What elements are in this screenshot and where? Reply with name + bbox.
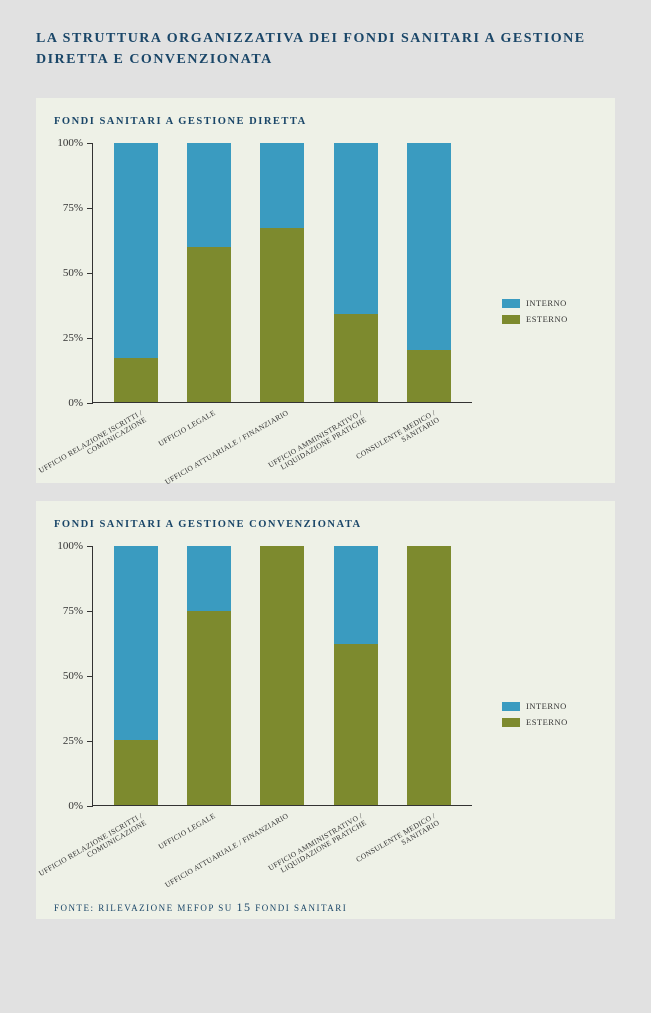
legend-interno-label: INTERNO [526,701,567,711]
bar-column: CONSULENTE MEDICO /SANITARIO [407,143,451,402]
bar-column: UFFICIO ATTUARIALE / FINANZIARIO [260,546,304,805]
bar-segment-interno [334,143,378,314]
source-note: FONTE: RILEVAZIONE MEFOP SU 15 FONDI SAN… [54,900,597,915]
y-tick-label: 100% [57,540,93,552]
main-title: LA STRUTTURA ORGANIZZATIVA DEI FONDI SAN… [36,28,615,70]
bar-segment-esterno [334,314,378,402]
chart1-plot: 0%25%50%75%100% UFFICIO RELAZIONE ISCRIT… [92,143,472,403]
bar-column: UFFICIO LEGALE [187,546,231,805]
chart1-legend: INTERNO ESTERNO [472,298,597,324]
legend-esterno: ESTERNO [502,314,597,324]
legend-esterno-swatch [502,315,520,324]
y-tick-label: 0% [68,800,93,812]
bar-column: CONSULENTE MEDICO /SANITARIO [407,546,451,805]
bar-segment-esterno [334,644,378,805]
source-suffix: FONDI SANITARI [252,903,348,913]
bar-segment-interno [114,546,158,740]
y-tick-label: 50% [63,670,93,682]
chart2-legend: INTERNO ESTERNO [472,701,597,727]
bar-segment-interno [407,143,451,350]
chart-convenzionata-title: FONDI SANITARI A GESTIONE CONVENZIONATA [54,519,597,530]
chart-convenzionata: FONDI SANITARI A GESTIONE CONVENZIONATA … [36,501,615,919]
bar-segment-interno [334,546,378,644]
bar-column: UFFICIO AMMINISTRATIVO /LIQUIDAZIONE PRA… [334,143,378,402]
bar-segment-esterno [187,247,231,402]
y-tick-label: 50% [63,267,93,279]
chart2-plot: 0%25%50%75%100% UFFICIO RELAZIONE ISCRIT… [92,546,472,806]
bar-column: UFFICIO ATTUARIALE / FINANZIARIO [260,143,304,402]
chart-diretta-title: FONDI SANITARI A GESTIONE DIRETTA [54,116,597,127]
chart-diretta: FONDI SANITARI A GESTIONE DIRETTA 0%25%5… [36,98,615,483]
bar-column: UFFICIO RELAZIONE ISCRITTI /COMUNICAZION… [114,143,158,402]
y-tick-label: 25% [63,332,93,344]
legend-interno-swatch [502,299,520,308]
bar-segment-esterno [407,546,451,805]
bar-column: UFFICIO RELAZIONE ISCRITTI /COMUNICAZION… [114,546,158,805]
legend-interno-swatch [502,702,520,711]
legend-interno-label: INTERNO [526,298,567,308]
bar-segment-esterno [114,740,158,805]
legend-esterno: ESTERNO [502,717,597,727]
bar-segment-interno [187,546,231,611]
y-tick-label: 0% [68,397,93,409]
bar-column: UFFICIO AMMINISTRATIVO /LIQUIDAZIONE PRA… [334,546,378,805]
bar-segment-esterno [260,546,304,805]
legend-interno: INTERNO [502,298,597,308]
source-prefix: FONTE: RILEVAZIONE MEFOP SU [54,903,237,913]
bar-segment-esterno [114,358,158,402]
bar-segment-interno [187,143,231,247]
chart2-bars: UFFICIO RELAZIONE ISCRITTI /COMUNICAZION… [93,546,472,805]
legend-esterno-label: ESTERNO [526,717,568,727]
source-number: 15 [237,900,252,914]
legend-esterno-label: ESTERNO [526,314,568,324]
y-tick-label: 100% [57,137,93,149]
y-tick-label: 75% [63,605,93,617]
bar-segment-esterno [260,228,304,402]
bar-column: UFFICIO LEGALE [187,143,231,402]
y-tick-label: 75% [63,202,93,214]
legend-esterno-swatch [502,718,520,727]
bar-segment-esterno [187,611,231,805]
bar-segment-interno [114,143,158,358]
y-tick-label: 25% [63,735,93,747]
bar-segment-interno [260,143,304,228]
chart1-bars: UFFICIO RELAZIONE ISCRITTI /COMUNICAZION… [93,143,472,402]
bar-segment-esterno [407,350,451,402]
legend-interno: INTERNO [502,701,597,711]
